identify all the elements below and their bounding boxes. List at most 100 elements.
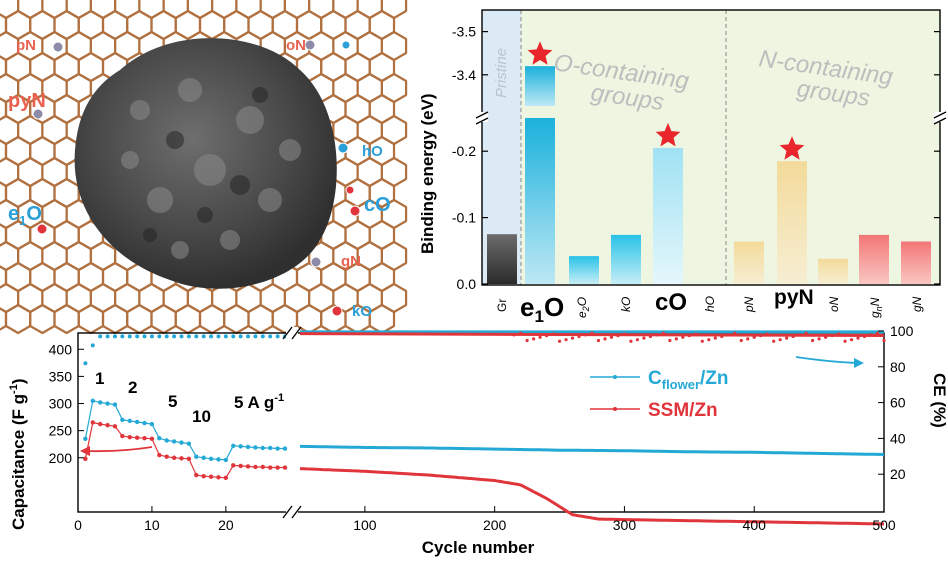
data-point bbox=[149, 436, 155, 441]
x-tick-labels: Gr e1O e2O kO cO hO pN pyN oN gnN gN bbox=[495, 286, 924, 326]
ce-point bbox=[811, 338, 815, 343]
data-point bbox=[216, 457, 221, 462]
ce-point bbox=[164, 334, 169, 339]
ce-point bbox=[551, 332, 555, 336]
data-point bbox=[142, 436, 147, 441]
data-point bbox=[201, 474, 206, 479]
hexagon bbox=[174, 303, 202, 335]
oxygen-atom bbox=[349, 205, 361, 217]
y-right-tick-label: 40 bbox=[890, 430, 906, 446]
ce-point bbox=[609, 335, 614, 339]
nitrogen-atom bbox=[310, 256, 322, 268]
star-pyN bbox=[779, 136, 805, 160]
bar-oN bbox=[818, 258, 848, 284]
bar-pyN bbox=[777, 161, 807, 284]
ce-point bbox=[674, 337, 678, 341]
data-point bbox=[194, 472, 199, 478]
n-groups-region bbox=[726, 10, 940, 285]
pristine-label: Pristine bbox=[493, 48, 510, 98]
x-tick-label: hO bbox=[703, 296, 717, 312]
ce-point bbox=[532, 337, 536, 341]
cycling-chart: 0 10 20 100 200 300 400 500 200 250 300 350 400 20 40 6… bbox=[8, 323, 948, 557]
x-tick-label: pN bbox=[742, 296, 756, 313]
hexagon bbox=[41, 0, 68, 20]
y-right-tick-label: 60 bbox=[890, 395, 906, 411]
oxygen-atom bbox=[331, 305, 343, 317]
ce-point bbox=[733, 331, 737, 335]
x-tick-label: gN bbox=[910, 296, 924, 312]
ce-point bbox=[142, 334, 147, 339]
hexagon bbox=[113, 0, 141, 20]
axis-break-mark bbox=[933, 117, 947, 125]
data-point bbox=[120, 433, 125, 439]
ce-point bbox=[655, 333, 659, 337]
y-left-tick-label: 200 bbox=[49, 450, 73, 466]
y-right-tick-label: 100 bbox=[890, 323, 914, 339]
data-point bbox=[231, 463, 236, 468]
hexagon bbox=[150, 303, 177, 335]
hexagon bbox=[138, 0, 165, 20]
nitrogen-atom bbox=[304, 39, 316, 51]
data-point bbox=[238, 444, 243, 449]
legend: Cflower/Zn SSM/Zn bbox=[590, 368, 729, 421]
bar-pN bbox=[734, 241, 764, 284]
x-tick-label: oN bbox=[827, 296, 841, 312]
y-axis: 0.0 -0.1 -0.2 -3.4 -3.5 bbox=[452, 24, 947, 292]
ce-point bbox=[512, 333, 516, 337]
ce-point bbox=[112, 334, 117, 339]
ce-point bbox=[843, 339, 847, 343]
y-axis-left-title: Capacitance (F g-1) bbox=[8, 379, 28, 531]
ce-point bbox=[648, 334, 653, 339]
ce-point bbox=[564, 338, 568, 342]
data-point bbox=[127, 418, 132, 424]
nitrogen-atom bbox=[32, 108, 44, 120]
hexagon bbox=[126, 303, 153, 335]
axis-break-mark bbox=[291, 505, 302, 519]
hexagon bbox=[368, 303, 396, 335]
ce-point bbox=[179, 334, 184, 339]
data-point bbox=[223, 457, 229, 463]
axis-break-mark bbox=[291, 326, 302, 340]
ce-point bbox=[875, 331, 880, 335]
ce-point bbox=[253, 334, 258, 339]
y-right-tick-label: 80 bbox=[890, 359, 906, 375]
axis-break-mark bbox=[475, 117, 489, 125]
particle-texture bbox=[143, 228, 157, 242]
hexagon bbox=[247, 303, 274, 335]
hexagon bbox=[101, 303, 129, 335]
axis-break-gap bbox=[476, 112, 488, 122]
hexagon bbox=[77, 303, 105, 335]
data-point bbox=[179, 440, 184, 445]
ce-point bbox=[157, 334, 162, 339]
hexagon bbox=[295, 303, 323, 335]
hexagon bbox=[198, 303, 226, 335]
y-tick-label: 0.0 bbox=[457, 276, 477, 292]
bar-cO bbox=[653, 147, 683, 284]
particle-texture bbox=[178, 78, 202, 102]
ce-point bbox=[590, 331, 594, 335]
ce-point bbox=[603, 337, 607, 341]
hexagon bbox=[4, 303, 32, 335]
label-cO: cO bbox=[364, 194, 391, 216]
ce-point bbox=[681, 335, 685, 339]
data-point bbox=[142, 420, 147, 426]
nitrogen-atom bbox=[52, 41, 64, 53]
y-axis-title: Binding energy (eV) bbox=[418, 93, 437, 254]
ce-point bbox=[785, 336, 789, 340]
legend-label-cflower: Cflower/Zn bbox=[648, 368, 729, 392]
ce-point bbox=[694, 332, 698, 336]
ce-point bbox=[869, 333, 873, 337]
ce-point bbox=[583, 333, 588, 337]
ce-point bbox=[616, 334, 620, 338]
data-point bbox=[112, 424, 118, 429]
particle-texture bbox=[147, 187, 173, 213]
particle-texture bbox=[197, 207, 213, 223]
bar-group bbox=[487, 66, 931, 284]
particle-texture bbox=[121, 151, 139, 169]
y-left-tick-label: 300 bbox=[49, 396, 73, 412]
ce-point bbox=[856, 336, 860, 340]
data-point bbox=[120, 417, 125, 422]
particle-texture bbox=[220, 230, 240, 250]
particle-texture bbox=[194, 154, 226, 186]
data-point bbox=[171, 455, 177, 460]
